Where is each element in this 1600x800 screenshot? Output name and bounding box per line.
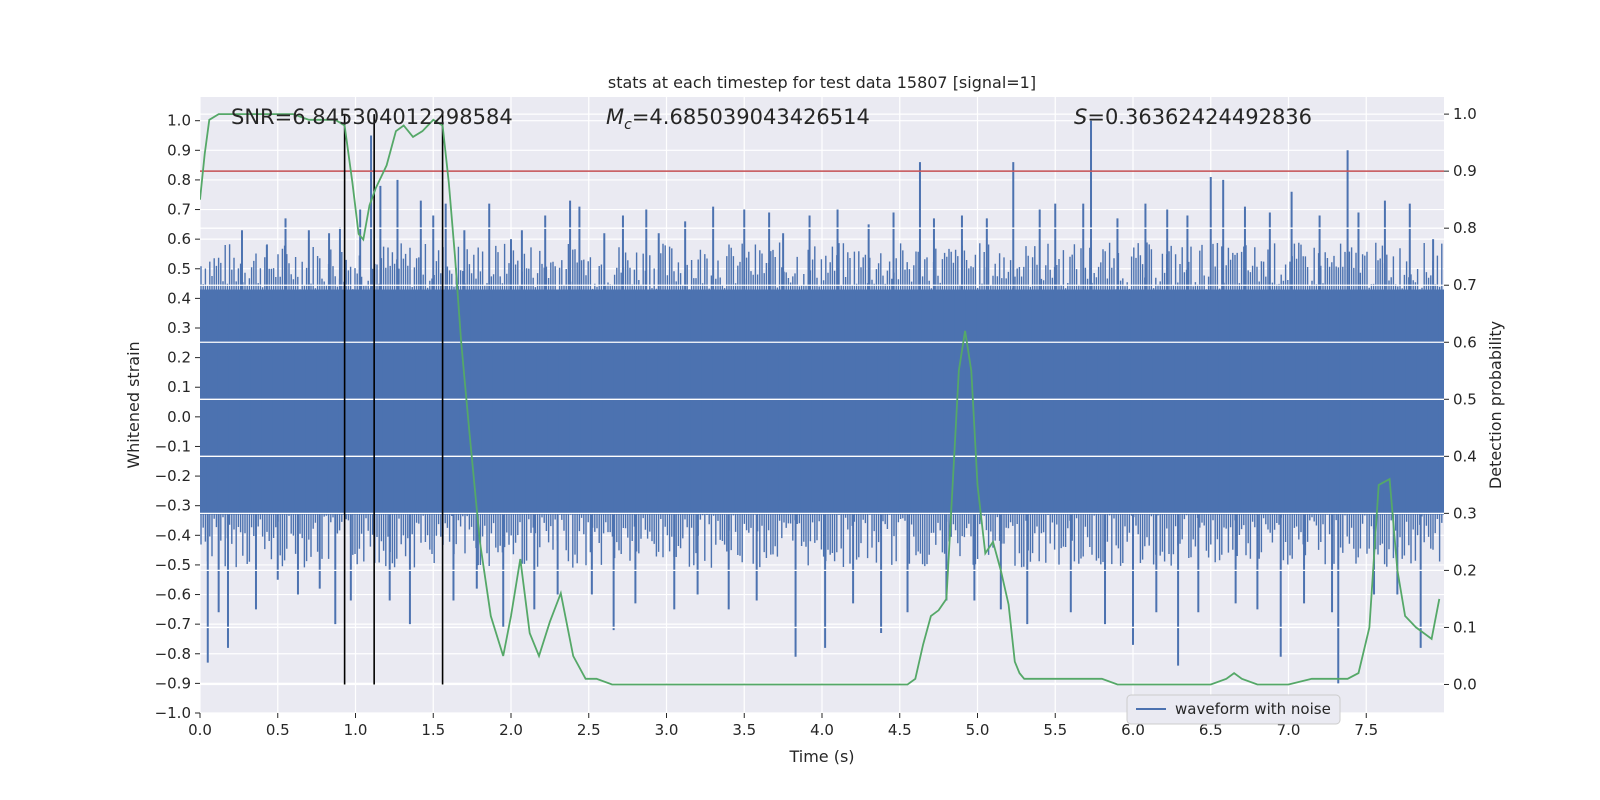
y-tick-label: 0.9 bbox=[167, 141, 191, 159]
y-right-axis-label: Detection probability bbox=[1486, 321, 1505, 489]
x-tick-label: 1.0 bbox=[344, 721, 368, 739]
mc-subscript: c bbox=[624, 117, 632, 133]
y-right-tick-label: 0.8 bbox=[1453, 219, 1477, 237]
snr-annotation: SNR=6.845304012298584 bbox=[231, 105, 513, 129]
y-right-tick-label: 1.0 bbox=[1453, 105, 1477, 123]
x-axis-label: Time (s) bbox=[788, 747, 854, 766]
y-tick-label: −0.4 bbox=[155, 526, 191, 544]
legend-box bbox=[1126, 694, 1341, 725]
y-tick-label: 0.3 bbox=[167, 319, 191, 337]
s-annotation: S=0.36362424492836 bbox=[1074, 105, 1312, 129]
x-tick-label: 4.0 bbox=[810, 721, 834, 739]
x-tick-label: 7.5 bbox=[1354, 721, 1378, 739]
y-right-axis-ticks: 0.0 0.1 0.2 0.3 0.4 0.5 0.6 0.7 0.8 0.9 1.0 bbox=[1444, 105, 1477, 693]
x-tick-label: 1.5 bbox=[421, 721, 445, 739]
waveform-noise-texture bbox=[200, 242, 1443, 568]
x-tick-label: 5.5 bbox=[1043, 721, 1067, 739]
y-tick-label: 0.1 bbox=[167, 378, 191, 396]
y-right-tick-label: 0.6 bbox=[1453, 333, 1477, 351]
y-right-tick-label: 0.7 bbox=[1453, 276, 1477, 294]
y-axis-ticks: −1.0 −0.9 −0.8 −0.7 −0.6 −0.5 −0.4 −0.3 −0.2 −0.1… bbox=[155, 112, 200, 722]
mc-symbol: M bbox=[606, 105, 624, 129]
x-tick-label: 6.0 bbox=[1121, 721, 1145, 739]
x-tick-label: 3.5 bbox=[732, 721, 756, 739]
y-tick-label: −0.2 bbox=[155, 467, 191, 485]
y-right-tick-label: 0.1 bbox=[1453, 618, 1477, 636]
x-tick-label: 5.0 bbox=[966, 721, 990, 739]
x-axis-ticks: 0.0 0.5 1.0 1.5 2.0 2.5 3.0 3.5 4.0 4.5 5.0 5.5 6.0 6… bbox=[188, 713, 1378, 739]
chart-title: stats at each timestep for test data 158… bbox=[608, 73, 1036, 92]
y-tick-label: 0.4 bbox=[167, 289, 191, 307]
y-tick-label: −0.9 bbox=[155, 674, 191, 692]
y-tick-label: 0.6 bbox=[167, 230, 191, 248]
y-axis-label: Whitened strain bbox=[124, 341, 143, 468]
y-tick-label: 1.0 bbox=[167, 112, 191, 130]
probability-series bbox=[200, 113, 1441, 686]
y-tick-label: 0.2 bbox=[167, 349, 191, 367]
y-tick-label: 0.5 bbox=[167, 260, 191, 278]
mc-value: =4.685039043426514 bbox=[632, 105, 870, 129]
y-tick-label: 0.8 bbox=[167, 171, 191, 189]
x-tick-label: 6.5 bbox=[1199, 721, 1223, 739]
y-right-tick-label: 0.5 bbox=[1453, 390, 1477, 408]
waveform-series bbox=[200, 120, 1444, 684]
x-tick-label: 4.5 bbox=[888, 721, 912, 739]
y-tick-label: −0.6 bbox=[155, 586, 191, 604]
vertical-markers bbox=[343, 114, 444, 685]
y-tick-label: −0.1 bbox=[155, 437, 191, 455]
s-symbol: S bbox=[1074, 105, 1087, 129]
y-tick-label: −0.3 bbox=[155, 497, 191, 515]
x-tick-label: 0.5 bbox=[266, 721, 290, 739]
y-right-tick-label: 0.4 bbox=[1453, 447, 1477, 465]
s-value: =0.36362424492836 bbox=[1087, 105, 1312, 129]
x-tick-label: 2.0 bbox=[499, 721, 523, 739]
legend-label: waveform with noise bbox=[1175, 700, 1331, 718]
probability-line bbox=[200, 113, 1441, 686]
y-tick-label: −0.7 bbox=[155, 615, 191, 633]
y-tick-label: 0.0 bbox=[167, 408, 191, 426]
x-tick-label: 3.0 bbox=[655, 721, 679, 739]
x-tick-label: 0.0 bbox=[188, 721, 212, 739]
x-tick-label: 2.5 bbox=[577, 721, 601, 739]
y-right-tick-label: 0.9 bbox=[1453, 162, 1477, 180]
y-tick-label: −1.0 bbox=[155, 704, 191, 722]
y-tick-label: −0.5 bbox=[155, 556, 191, 574]
y-right-tick-label: 0.3 bbox=[1453, 504, 1477, 522]
y-tick-label: 0.7 bbox=[167, 201, 191, 219]
y-tick-label: −0.8 bbox=[155, 645, 191, 663]
y-right-tick-label: 0.0 bbox=[1453, 675, 1477, 693]
chirp-mass-annotation: Mc=4.685039043426514 bbox=[606, 105, 870, 133]
y-right-tick-label: 0.2 bbox=[1453, 561, 1477, 579]
legend: waveform with noise bbox=[1126, 694, 1341, 725]
x-tick-label: 7.0 bbox=[1277, 721, 1301, 739]
